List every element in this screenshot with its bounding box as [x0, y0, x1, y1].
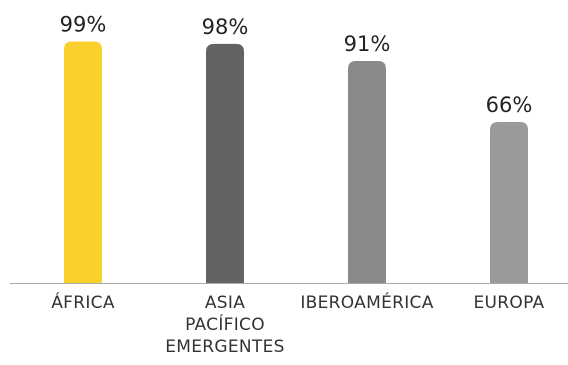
bar-4	[490, 121, 528, 284]
category-label-2: ASIA PACÍFICO EMERGENTES	[165, 293, 285, 357]
bar-3	[348, 60, 386, 284]
bar-value-label-2: 98%	[202, 15, 249, 39]
bar-1	[64, 41, 102, 283]
category-label-1: ÁFRICA	[51, 291, 115, 313]
bar-2	[206, 43, 244, 283]
bar-value-label-4: 66%	[486, 93, 533, 117]
bar-value-label-3: 91%	[344, 32, 391, 56]
category-label-3: IBEROAMÉRICA	[300, 291, 433, 313]
category-label-4: EUROPA	[474, 293, 545, 313]
bar-value-label-1: 99%	[60, 12, 107, 36]
